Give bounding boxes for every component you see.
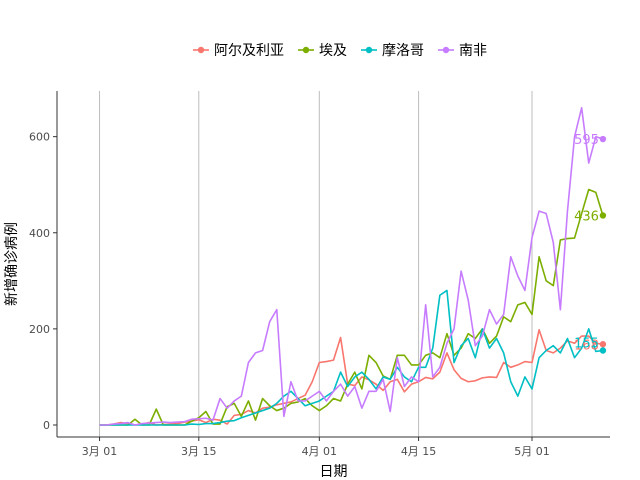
series-end-point: [599, 347, 607, 354]
legend-label: 南非: [459, 43, 487, 59]
series-line: [99, 188, 604, 426]
x-tick-label: 3月 01: [82, 445, 118, 458]
x-tick-label: 4月 15: [401, 445, 437, 458]
legend-label: 阿尔及利亚: [214, 43, 284, 59]
y-tick-label: 600: [29, 131, 50, 144]
y-tick-label: 200: [29, 323, 50, 336]
legend-key-icon: [361, 46, 377, 54]
series-end-label: 155: [574, 337, 599, 352]
legend-label: 摩洛哥: [382, 42, 424, 59]
series-end-point: [599, 135, 607, 143]
y-tick-label: 400: [29, 227, 50, 240]
legend-key-icon: [298, 46, 314, 54]
legend-item: 南非: [438, 43, 487, 59]
y-tick-label: 0: [43, 419, 50, 432]
legend-item: 埃及: [298, 43, 347, 59]
legend-key-icon: [438, 46, 454, 54]
series-end-label: 436: [574, 209, 599, 224]
series-end-label: 168: [574, 338, 599, 353]
legend: 阿尔及利亚 埃及 摩洛哥 南非: [193, 42, 487, 59]
x-tick-label: 5月 01: [514, 445, 550, 458]
x-tick-label: 3月 15: [181, 445, 217, 458]
grid-lines: [99, 91, 533, 437]
axes: 3月 01 3月 15 4月 01 4月 15 5月 01 0 200 400 600: [29, 91, 610, 458]
series-layer: [99, 107, 604, 426]
legend-key-icon: [193, 46, 209, 54]
series-end-point: [599, 212, 607, 219]
x-tick-label: 4月 01: [302, 445, 338, 458]
series-line: [99, 289, 604, 426]
legend-item: 阿尔及利亚: [193, 43, 284, 59]
x-axis-title: 日期: [320, 464, 348, 480]
legend-label: 埃及: [319, 43, 347, 59]
series-end-label: 595: [574, 133, 599, 148]
y-axis-title: 新增确诊病例: [4, 222, 20, 306]
legend-item: 摩洛哥: [361, 42, 424, 59]
series-end-point: [599, 341, 607, 348]
series-line: [99, 107, 604, 426]
end-labels: 168 436 155 595: [574, 133, 607, 354]
